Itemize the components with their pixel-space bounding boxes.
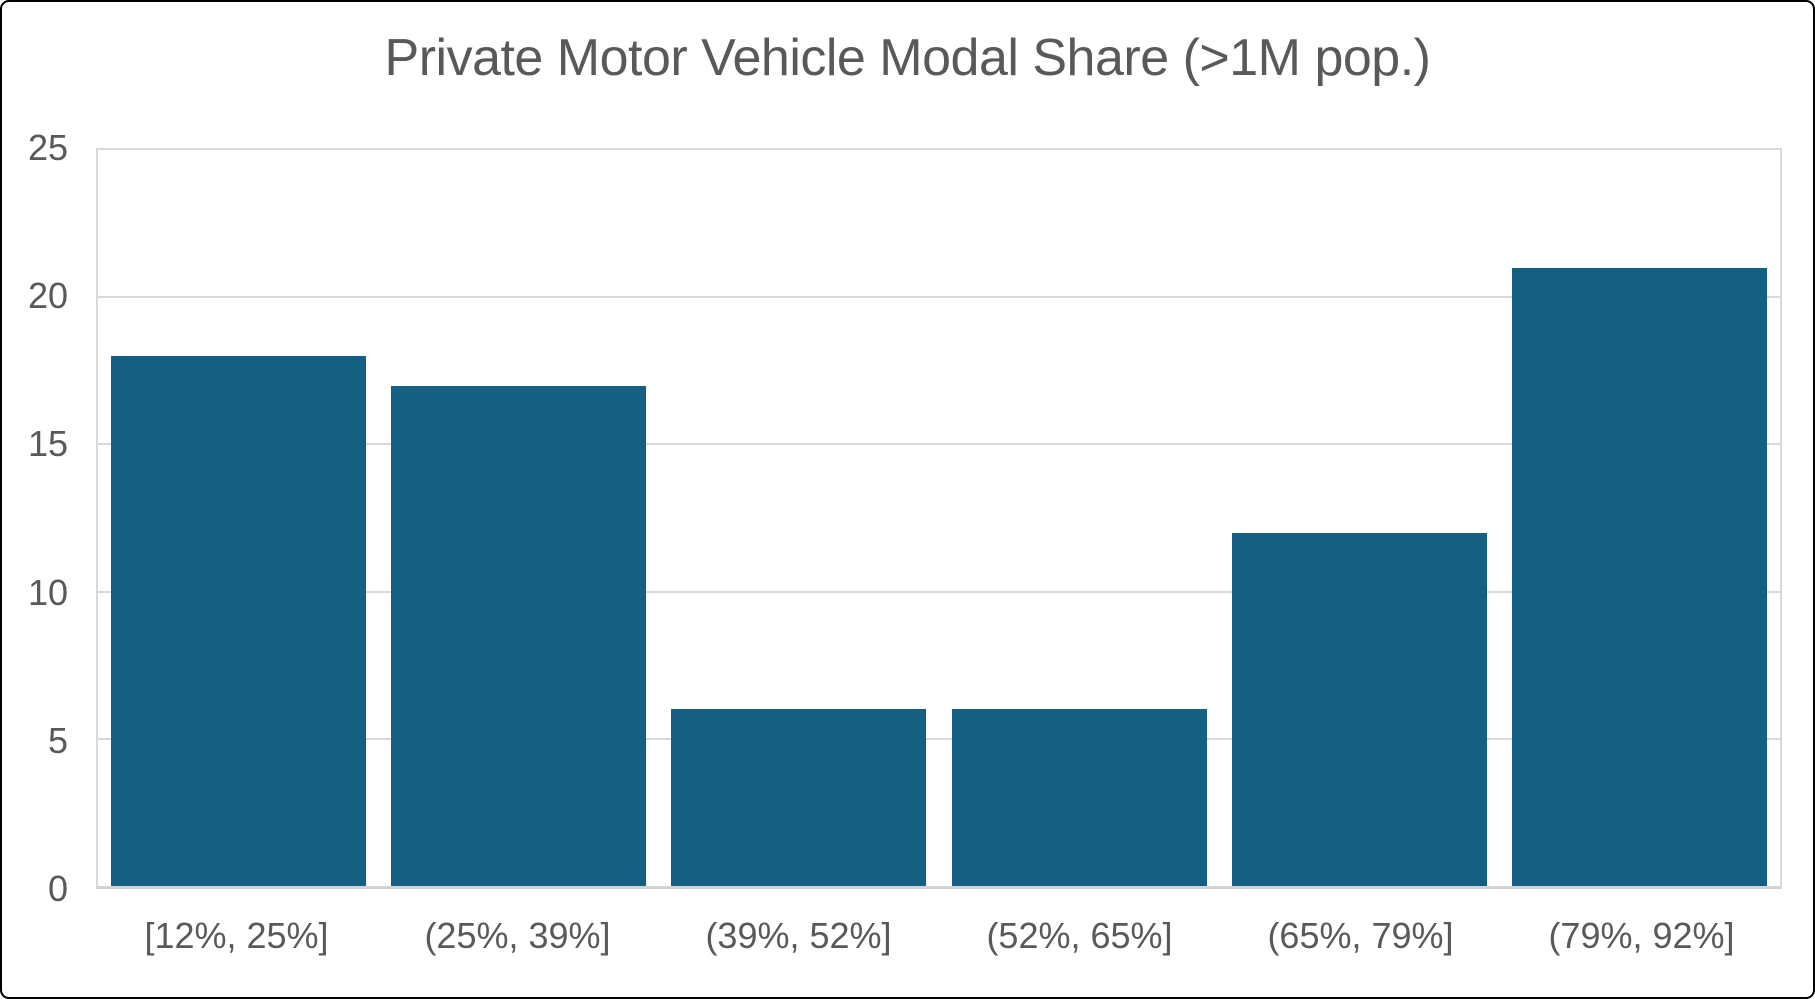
bar — [1231, 532, 1488, 886]
y-tick-label: 5 — [47, 719, 68, 761]
x-tick-label: (25%, 39%] — [424, 915, 611, 956]
y-tick-label: 10 — [27, 571, 68, 613]
x-tick-label: [12%, 25%] — [144, 915, 329, 956]
bar — [1512, 267, 1768, 886]
plot-area — [96, 148, 1782, 889]
gridline — [98, 296, 1780, 299]
gridline — [98, 737, 1780, 740]
y-tick-label: 20 — [27, 275, 68, 317]
gridline — [98, 443, 1780, 446]
chart-title: Private Motor Vehicle Modal Share (>1M p… — [384, 29, 1431, 87]
y-tick-label: 15 — [27, 423, 68, 465]
y-tick-label: 0 — [47, 868, 68, 909]
x-tick-label: (65%, 79%] — [1267, 915, 1454, 956]
bar — [390, 385, 647, 886]
bar-slot — [98, 150, 378, 886]
bar-slot — [378, 150, 658, 886]
bar — [110, 356, 366, 886]
bar — [671, 709, 927, 886]
bar-slot — [939, 150, 1219, 886]
x-tick-label: (52%, 65%] — [986, 915, 1173, 956]
y-tick-label: 25 — [27, 127, 68, 168]
x-tick-label: (79%, 92%] — [1548, 915, 1735, 956]
y-axis: 25 20 15 10 5 0 — [2, 130, 68, 907]
bar-slot — [1219, 150, 1499, 886]
x-tick-label: (39%, 52%] — [705, 915, 892, 956]
bar-slot — [659, 150, 939, 886]
gridline — [98, 590, 1780, 593]
x-axis: [12%, 25%] (25%, 39%] (39%, 52%] (52%, 65%]… — [96, 914, 1782, 957]
bar-slot — [1500, 150, 1780, 886]
bar — [951, 709, 1207, 886]
bar-series — [98, 150, 1780, 886]
